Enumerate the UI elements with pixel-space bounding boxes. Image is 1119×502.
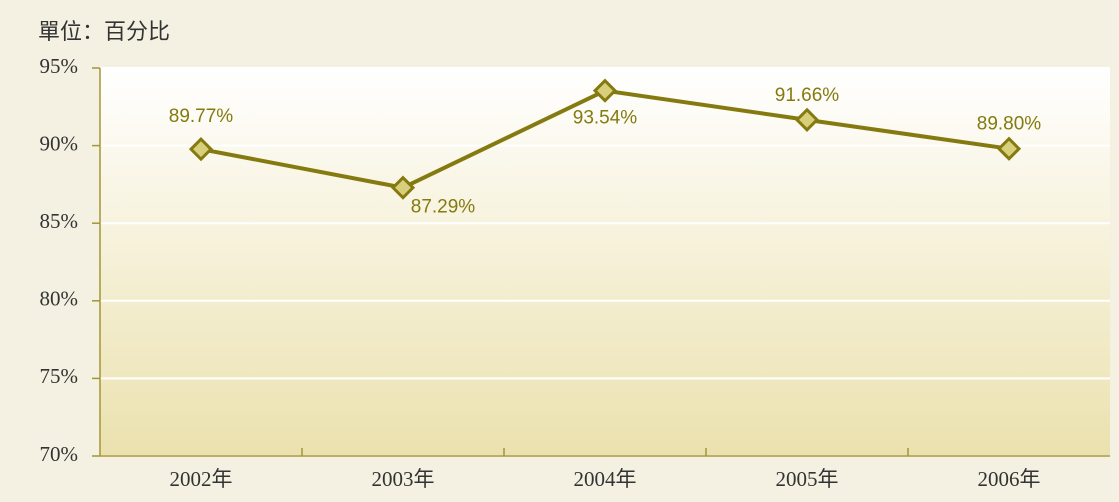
unit-label: 單位：百分比 [38,19,170,44]
x-tick-label: 2005年 [776,467,839,491]
data-label: 87.29% [411,197,476,218]
y-tick-label: 85% [40,209,79,233]
x-tick-label: 2002年 [170,467,233,491]
data-point [592,78,618,103]
data-label: 93.54% [573,108,638,129]
data-point [390,175,416,200]
data-point [188,137,214,162]
plot-area [100,68,1110,456]
x-tick-label: 2004年 [574,467,637,491]
y-tick-label: 90% [40,131,79,155]
x-tick-label: 2006年 [978,467,1041,491]
y-tick-label: 95% [40,54,79,78]
y-tick-label: 70% [40,442,79,466]
data-label: 89.77% [169,106,234,127]
data-point [794,107,820,132]
data-label: 89.80% [977,114,1042,135]
data-point [996,136,1022,161]
x-tick-label: 2003年 [372,467,435,491]
y-tick-label: 75% [40,364,79,388]
y-tick-label: 80% [40,287,79,311]
data-label: 91.66% [775,85,840,106]
